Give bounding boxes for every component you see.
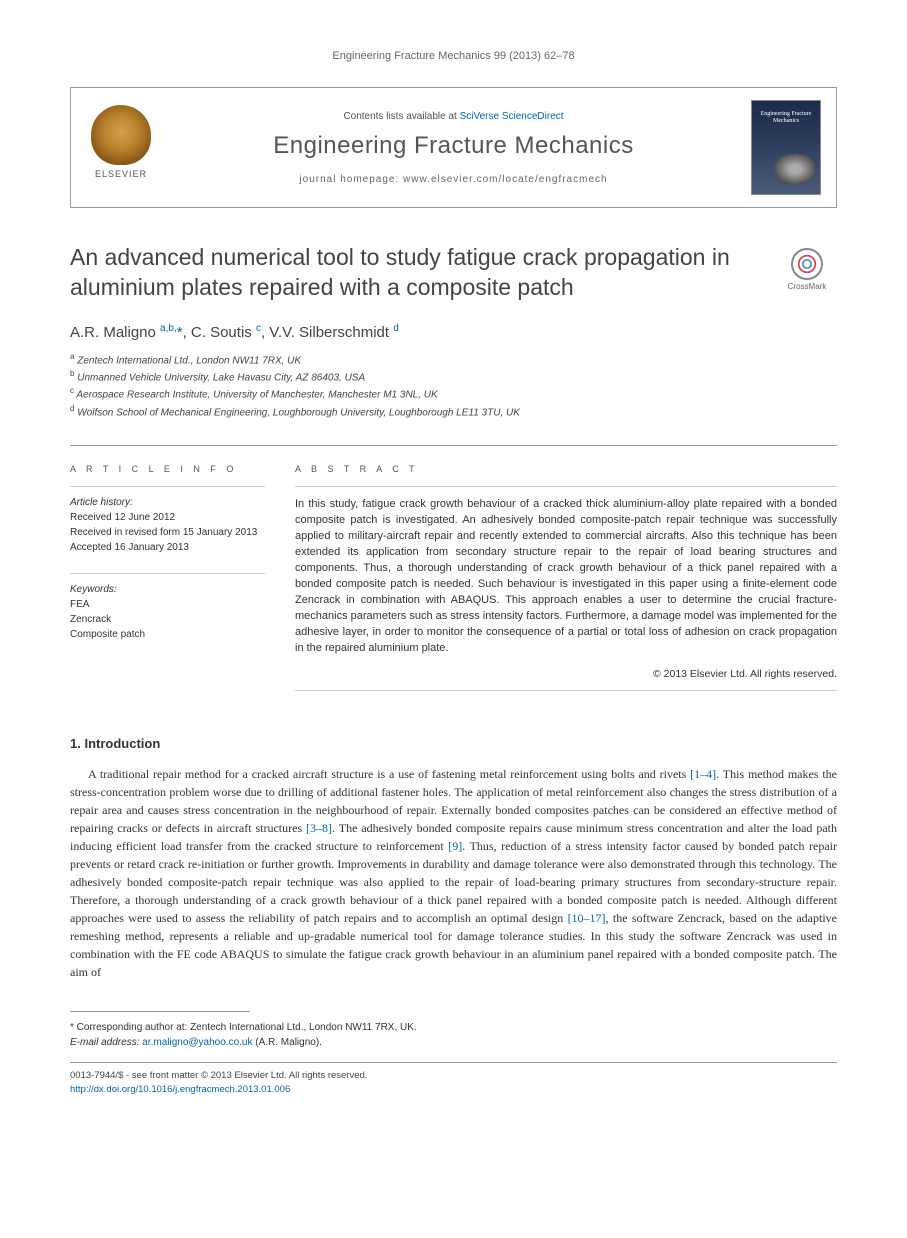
keywords-block: Keywords: FEA Zencrack Composite patch	[70, 584, 265, 642]
article-info-column: A R T I C L E I N F O Article history: R…	[70, 464, 265, 701]
running-header: Engineering Fracture Mechanics 99 (2013)…	[70, 50, 837, 62]
corresponding-author-note: * Corresponding author at: Zentech Inter…	[70, 1020, 837, 1035]
journal-name: Engineering Fracture Mechanics	[166, 132, 741, 160]
section-introduction: 1. Introduction A traditional repair met…	[70, 736, 837, 981]
email-note: E-mail address: ar.maligno@yahoo.co.uk (…	[70, 1035, 837, 1050]
journal-homepage: journal homepage: www.elsevier.com/locat…	[166, 174, 741, 185]
doi-link[interactable]: http://dx.doi.org/10.1016/j.engfracmech.…	[70, 1084, 290, 1095]
abstract-label: A B S T R A C T	[295, 464, 837, 474]
crossmark-icon	[791, 248, 823, 280]
article-title: An advanced numerical tool to study fati…	[70, 243, 837, 303]
sciencedirect-link[interactable]: SciVerse ScienceDirect	[460, 111, 564, 122]
front-matter-line: 0013-7944/$ - see front matter © 2013 El…	[70, 1069, 837, 1082]
copyright-block: 0013-7944/$ - see front matter © 2013 El…	[70, 1069, 837, 1096]
abstract-column: A B S T R A C T In this study, fatigue c…	[295, 464, 837, 701]
journal-cover-thumbnail: Engineering Fracture Mechanics	[751, 100, 821, 195]
crossmark-badge[interactable]: CrossMark	[777, 248, 837, 291]
body-paragraph: A traditional repair method for a cracke…	[70, 765, 837, 981]
abstract-copyright: © 2013 Elsevier Ltd. All rights reserved…	[295, 668, 837, 680]
journal-masthead: ELSEVIER Contents lists available at Sci…	[70, 87, 837, 208]
abstract-text: In this study, fatigue crack growth beha…	[295, 497, 837, 656]
author-email-link[interactable]: ar.maligno@yahoo.co.uk	[142, 1037, 252, 1048]
contents-available: Contents lists available at SciVerse Sci…	[166, 111, 741, 122]
footnote-separator	[70, 1011, 250, 1012]
elsevier-logo: ELSEVIER	[86, 105, 156, 190]
author-list: A.R. Maligno a,b,*, C. Soutis c, V.V. Si…	[70, 323, 837, 341]
article-info-label: A R T I C L E I N F O	[70, 464, 265, 474]
affiliations: a Zentech International Ltd., London NW1…	[70, 351, 837, 420]
article-history: Article history: Received 12 June 2012 R…	[70, 497, 265, 555]
footnotes: * Corresponding author at: Zentech Inter…	[70, 1020, 837, 1050]
section-heading: 1. Introduction	[70, 736, 837, 751]
